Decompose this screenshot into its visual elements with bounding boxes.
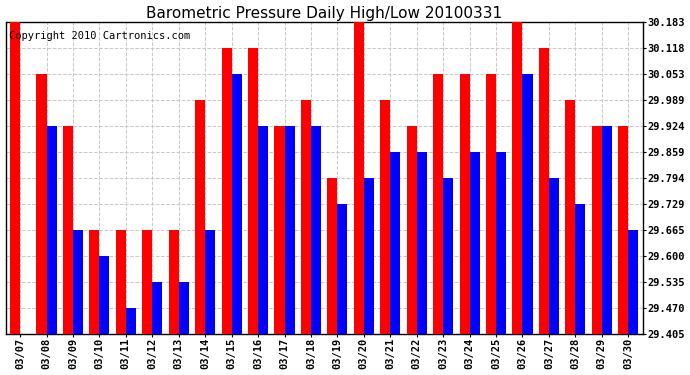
Bar [142,230,152,334]
Bar [522,74,533,334]
Bar [179,282,189,334]
Bar [486,74,496,334]
Bar [168,230,179,334]
Bar [470,152,480,334]
Bar [248,48,258,334]
Bar [539,48,549,334]
Bar [63,126,73,334]
Bar [46,126,57,334]
Bar [496,152,506,334]
Bar [618,126,628,334]
Bar [380,100,391,334]
Bar [90,230,99,334]
Bar [221,48,232,334]
Bar [327,178,337,334]
Bar [406,126,417,334]
Bar [99,256,110,334]
Bar [311,126,321,334]
Bar [275,126,284,334]
Bar [284,126,295,334]
Text: Copyright 2010 Cartronics.com: Copyright 2010 Cartronics.com [9,31,190,41]
Bar [301,100,311,334]
Bar [628,230,638,334]
Bar [232,74,241,334]
Bar [116,230,126,334]
Bar [337,204,348,334]
Bar [592,126,602,334]
Bar [354,22,364,334]
Bar [126,308,136,334]
Bar [575,204,585,334]
Bar [205,230,215,334]
Bar [391,152,400,334]
Bar [417,152,426,334]
Bar [433,74,443,334]
Bar [549,178,559,334]
Bar [152,282,162,334]
Bar [258,126,268,334]
Title: Barometric Pressure Daily High/Low 20100331: Barometric Pressure Daily High/Low 20100… [146,6,502,21]
Bar [565,100,575,334]
Bar [10,22,20,334]
Bar [602,126,612,334]
Bar [37,74,46,334]
Bar [460,74,470,334]
Bar [513,22,522,334]
Bar [443,178,453,334]
Bar [73,230,83,334]
Bar [364,178,374,334]
Bar [195,100,205,334]
